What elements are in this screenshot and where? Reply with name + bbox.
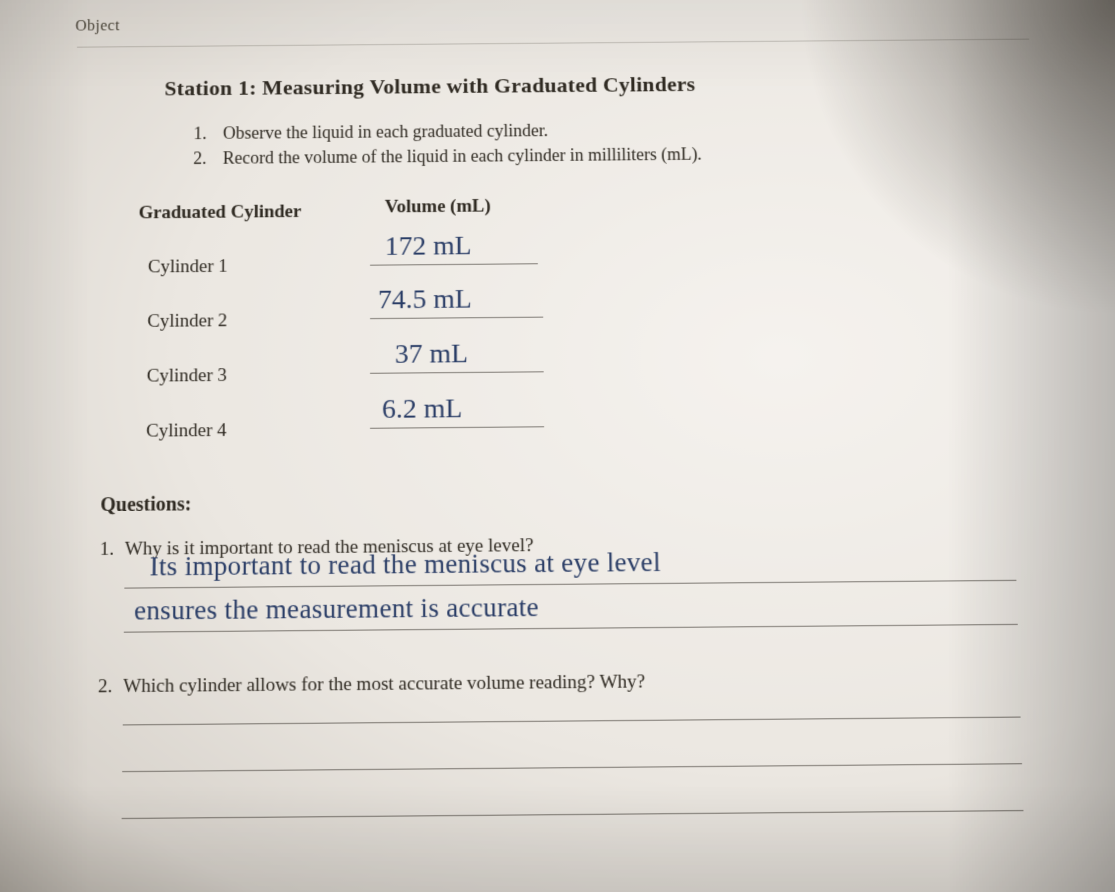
cylinder-3-line	[370, 371, 544, 373]
cylinder-1-value[interactable]: 172 mL	[385, 231, 472, 263]
cylinder-2-label: Cylinder 2	[147, 311, 227, 333]
station-title: Station 1: Measuring Volume with Graduat…	[164, 72, 695, 101]
q2-number: 2.	[98, 676, 113, 698]
cylinder-3-value[interactable]: 37 mL	[395, 339, 468, 371]
cylinder-4-line	[370, 426, 544, 428]
instruction-1-number: 1.	[193, 124, 206, 144]
cylinder-4-value[interactable]: 6.2 mL	[382, 394, 462, 426]
cylinder-2-value[interactable]: 74.5 mL	[378, 284, 472, 316]
corner-label: Object	[75, 18, 120, 35]
q1-number: 1.	[100, 539, 115, 561]
instruction-1-text: Observe the liquid in each graduated cyl…	[223, 121, 548, 144]
worksheet-page: Object Station 1: Measuring Volume with …	[34, 12, 1087, 892]
q2-rule-3	[122, 810, 1024, 819]
instruction-2-text: Record the volume of the liquid in each …	[223, 144, 702, 168]
top-rule	[77, 39, 1029, 48]
cylinder-2-line	[370, 317, 543, 319]
cylinder-1-label: Cylinder 1	[148, 256, 228, 278]
cylinder-1-line	[370, 263, 538, 265]
cylinder-4-label: Cylinder 4	[146, 420, 227, 442]
cylinder-3-label: Cylinder 3	[147, 365, 227, 387]
q2-rule-1	[123, 717, 1021, 726]
q2-rule-2	[122, 763, 1022, 772]
instruction-2-number: 2.	[193, 149, 206, 169]
table-header-right: Volume (mL)	[385, 196, 491, 218]
questions-heading: Questions:	[100, 494, 191, 518]
q1-answer-line2[interactable]: ensures the measurement is accurate	[134, 592, 539, 627]
table-header-left: Graduated Cylinder	[139, 202, 302, 225]
q2-text: Which cylinder allows for the most accur…	[123, 671, 645, 698]
q1-answer-line1[interactable]: Its important to read the meniscus at ey…	[149, 547, 661, 582]
